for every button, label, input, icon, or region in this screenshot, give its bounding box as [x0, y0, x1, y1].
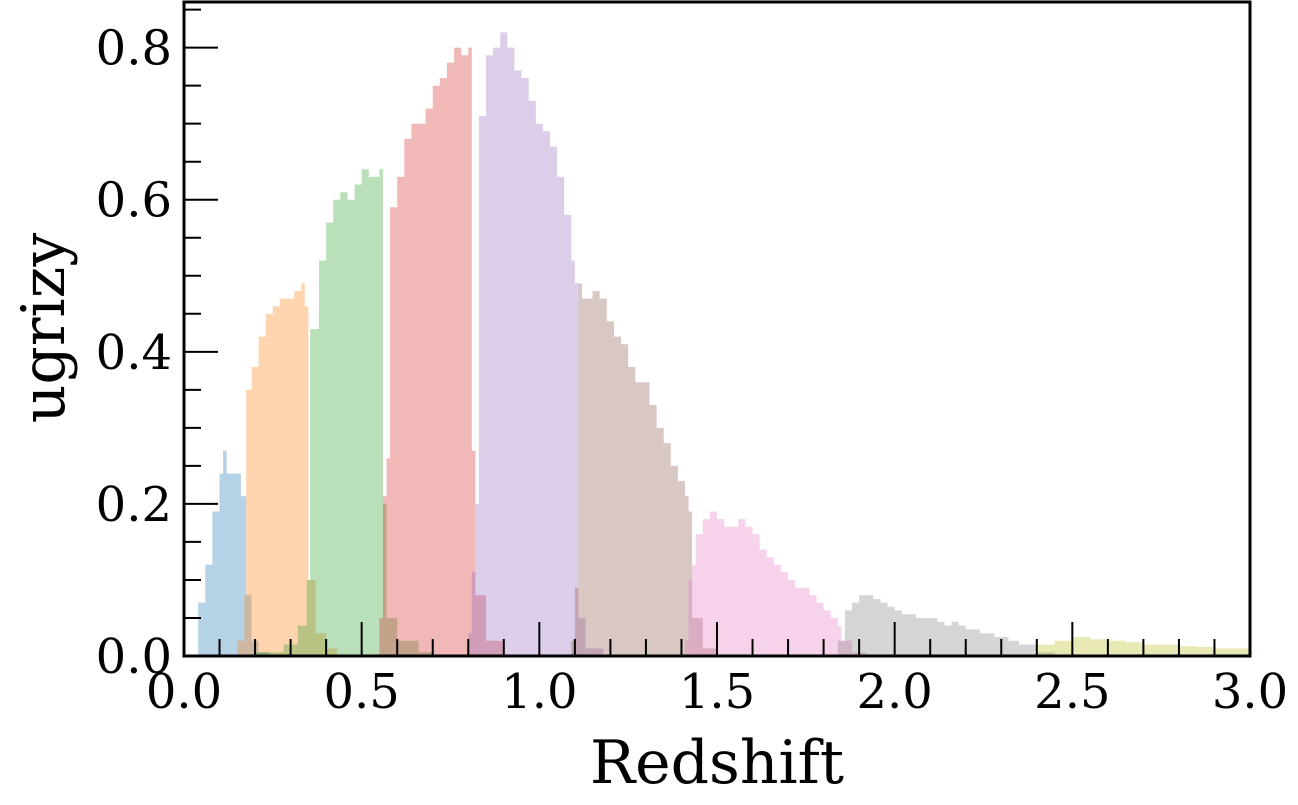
series-4-area [361, 47, 504, 657]
series-6-area [557, 283, 717, 656]
x-tick-label: 1.0 [501, 664, 577, 720]
series-2-area [226, 283, 337, 656]
x-tick-label: 0.0 [146, 664, 222, 720]
series-5-area [454, 32, 604, 656]
y-axis-label: ugrizy [9, 233, 79, 424]
series-8-area [823, 595, 1055, 656]
x-axis-label: Redshift [590, 728, 844, 798]
tick-layer: 0.0 0.5 1.0 1.5 2.0 2.5 3.0 0.0 0.2 0.4 0.6 0.8 [96, 8, 1288, 720]
x-tick-label: 3.0 [1212, 664, 1288, 720]
y-tick-label: 0.8 [96, 21, 172, 77]
series-7-area [667, 511, 867, 656]
y-tick-label: 0.6 [96, 173, 172, 229]
series-3-area [219, 169, 433, 657]
x-tick-label: 0.5 [323, 664, 399, 720]
x-tick-label: 2.0 [856, 664, 932, 720]
series-layer [191, 32, 1250, 657]
x-tick-label: 1.5 [679, 664, 755, 720]
series-9-area [1001, 637, 1250, 656]
y-tick-label: 0.0 [96, 629, 172, 685]
x-tick-label: 2.5 [1034, 664, 1110, 720]
y-tick-label: 0.4 [96, 325, 172, 381]
y-tick-label: 0.2 [96, 477, 172, 533]
series-1-area [191, 450, 270, 656]
